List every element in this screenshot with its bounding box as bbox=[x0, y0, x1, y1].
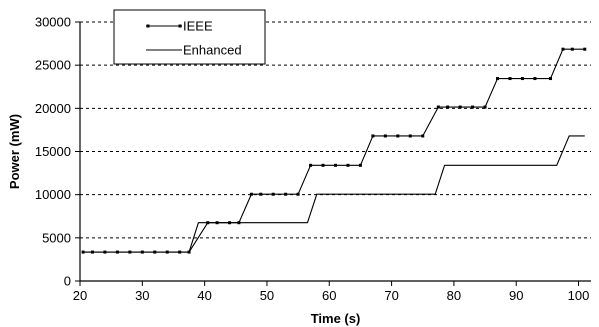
data-point-ieee-30 bbox=[446, 105, 450, 109]
y-tick-label-5000: 5000 bbox=[42, 230, 71, 245]
y-tick-labels: 0 5000 10000 15000 20000 25000 30000 bbox=[35, 15, 80, 289]
x-tick-label-30: 30 bbox=[135, 288, 149, 303]
data-point-ieee-39 bbox=[561, 47, 565, 51]
data-point-ieee-25 bbox=[383, 134, 387, 138]
data-point-ieee-27 bbox=[408, 134, 412, 138]
y-tick-label-30000: 30000 bbox=[35, 15, 71, 30]
x-tick-label-100: 100 bbox=[568, 288, 590, 303]
data-point-ieee-37 bbox=[533, 77, 537, 81]
data-point-ieee-24 bbox=[371, 134, 375, 138]
y-axis-title: Power (mW) bbox=[7, 114, 22, 189]
data-point-ieee-36 bbox=[520, 77, 524, 81]
data-point-ieee-22 bbox=[346, 163, 350, 167]
series-layer bbox=[81, 47, 587, 254]
data-point-ieee-23 bbox=[358, 163, 362, 167]
y-tick-label-15000: 15000 bbox=[35, 144, 71, 159]
x-tick-label-70: 70 bbox=[384, 288, 398, 303]
y-tick-label-10000: 10000 bbox=[35, 187, 71, 202]
legend-box bbox=[113, 9, 266, 65]
data-point-ieee-29 bbox=[436, 105, 440, 109]
x-tick-label-60: 60 bbox=[322, 288, 336, 303]
data-point-ieee-18 bbox=[296, 192, 300, 196]
legend: IEEE Enhanced bbox=[113, 9, 266, 65]
data-point-ieee-28 bbox=[421, 134, 425, 138]
x-tick-label-20: 20 bbox=[73, 288, 87, 303]
x-tick-label-80: 80 bbox=[447, 288, 461, 303]
legend-markers-ieee bbox=[146, 24, 182, 28]
data-point-ieee-15 bbox=[259, 192, 263, 196]
x-tick-label-90: 90 bbox=[509, 288, 523, 303]
legend-marker-ieee-1 bbox=[178, 24, 182, 28]
data-point-ieee-40 bbox=[570, 47, 574, 51]
legend-label-ieee: IEEE bbox=[183, 19, 213, 34]
data-point-ieee-19 bbox=[309, 163, 313, 167]
x-axis-title: Time (s) bbox=[311, 311, 361, 326]
data-point-ieee-16 bbox=[271, 192, 275, 196]
x-tick-label-50: 50 bbox=[260, 288, 274, 303]
legend-marker-ieee-0 bbox=[146, 24, 150, 28]
legend-label-enhanced: Enhanced bbox=[183, 43, 242, 58]
data-point-ieee-14 bbox=[249, 192, 253, 196]
data-point-ieee-17 bbox=[284, 192, 288, 196]
data-point-ieee-33 bbox=[483, 105, 487, 109]
y-tick-label-20000: 20000 bbox=[35, 101, 71, 116]
data-point-ieee-20 bbox=[321, 163, 325, 167]
data-point-ieee-41 bbox=[583, 47, 587, 51]
y-tick-label-25000: 25000 bbox=[35, 58, 71, 73]
x-tick-labels: 20 30 40 50 60 70 80 90 100 bbox=[73, 281, 590, 303]
data-point-ieee-26 bbox=[396, 134, 400, 138]
series-line-enhanced bbox=[83, 135, 585, 253]
data-point-ieee-38 bbox=[548, 77, 552, 81]
data-point-ieee-21 bbox=[334, 163, 337, 167]
x-tick-label-40: 40 bbox=[197, 288, 211, 303]
data-point-ieee-35 bbox=[508, 77, 512, 81]
y-tick-label-0: 0 bbox=[64, 274, 71, 289]
data-point-ieee-34 bbox=[496, 77, 500, 81]
data-point-ieee-31 bbox=[458, 105, 462, 109]
data-point-ieee-32 bbox=[471, 105, 475, 109]
